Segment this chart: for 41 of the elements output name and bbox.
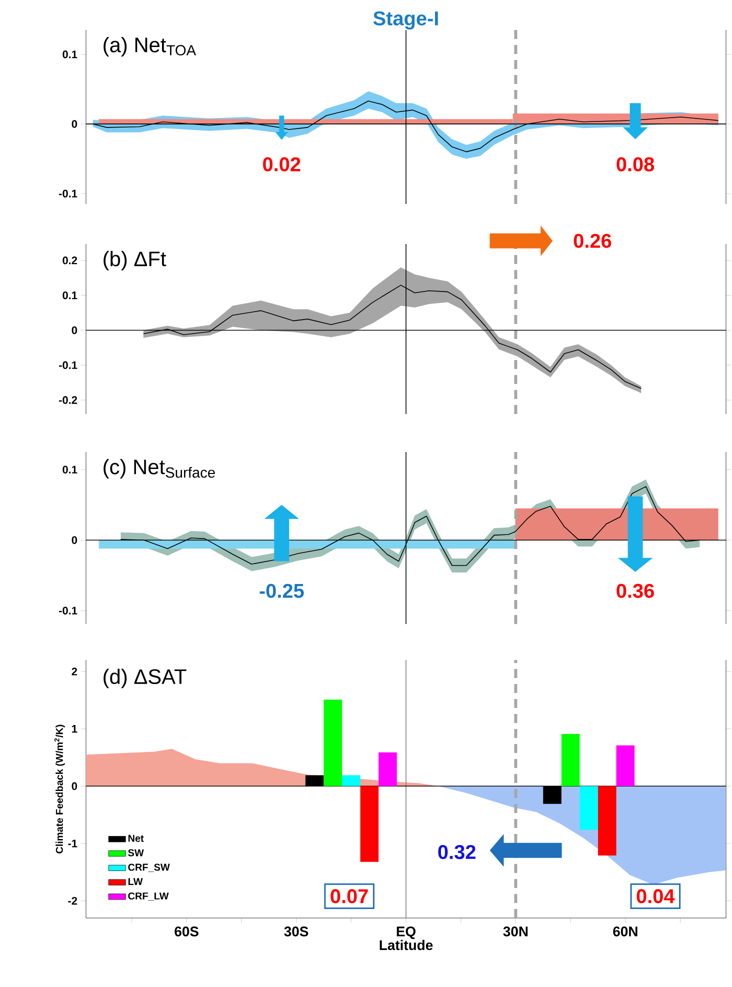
annotation: 0.36 (616, 584, 654, 598)
y-tick-label: 0 (72, 326, 78, 334)
y-tick-label: 0.1 (62, 50, 78, 58)
text: Stage-I (373, 11, 438, 30)
y-tick-label: 0.1 (62, 466, 78, 474)
legend-label: CRF_LW (128, 892, 169, 901)
y-tick-label: 0.1 (62, 291, 78, 300)
y-tick-label: 1 (72, 725, 78, 733)
x-tick-label: 30N (503, 926, 528, 936)
y-tick-label: -0.1 (59, 606, 78, 614)
chart-title: (d) ΔSAT (104, 668, 186, 688)
legend-label: LW (128, 878, 143, 885)
y-tick-label: 0.2 (62, 256, 78, 264)
y-axis-title: Climate Feedback (W/m$^{2}$/K) (54, 724, 65, 854)
x-tick-label: 60S (174, 926, 198, 936)
annotation: 0.32 (438, 845, 476, 860)
annotation: 0.26 (574, 234, 612, 248)
y-tick-label: -1 (68, 840, 78, 848)
chart-title: (c) Net$_{Surface}$ (104, 458, 215, 478)
annotation: -0.25 (260, 584, 304, 598)
y-tick-label: 0 (72, 782, 78, 790)
x-tick-label: EQ (396, 926, 416, 940)
annotation: 0.04 (636, 889, 675, 904)
chart-title: (a) Net$_{TOA}$ (104, 37, 196, 56)
y-tick-label: 0 (72, 536, 78, 544)
chart-title: (b) ΔFt (104, 250, 166, 270)
annotation: 0.08 (616, 157, 654, 172)
annotation: 0.02 (263, 157, 300, 172)
y-tick-label: -0.1 (59, 361, 78, 370)
legend-label: CRF_SW (128, 864, 170, 872)
y-tick-label: 0 (72, 120, 78, 128)
annotation: 0.07 (330, 889, 368, 904)
y-tick-label: -0.1 (59, 190, 78, 198)
x-tick-label: 60N (613, 926, 638, 936)
legend-label: SW (128, 849, 144, 856)
x-axis-title: Latitude (380, 940, 433, 950)
y-tick-label: -2 (68, 896, 78, 905)
y-tick-label: -0.2 (59, 396, 78, 404)
legend-label: Net (128, 834, 144, 842)
y-tick-label: 2 (72, 668, 78, 676)
x-tick-label: 30S (284, 926, 308, 936)
